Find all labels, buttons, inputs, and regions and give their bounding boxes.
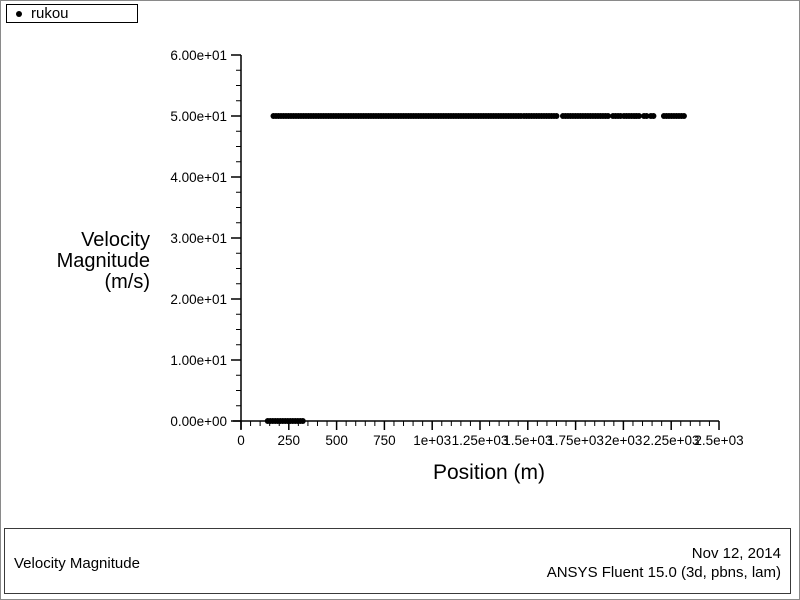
- svg-text:1.25e+03: 1.25e+03: [452, 433, 509, 448]
- svg-text:0.00e+00: 0.00e+00: [170, 414, 227, 429]
- svg-text:0: 0: [237, 433, 245, 448]
- svg-text:3.00e+01: 3.00e+01: [170, 231, 227, 246]
- y-axis-title-line: (m/s): [104, 271, 150, 293]
- svg-text:2.25e+03: 2.25e+03: [643, 433, 700, 448]
- svg-text:250: 250: [278, 433, 301, 448]
- svg-text:750: 750: [373, 433, 396, 448]
- svg-text:6.00e+01: 6.00e+01: [170, 48, 227, 63]
- y-axis-title: Velocity Magnitude (m/s): [1, 230, 150, 293]
- legend-series-label: rukou: [31, 5, 69, 22]
- footer-plot-title: Velocity Magnitude: [14, 555, 140, 572]
- footer-meta: Nov 12, 2014 ANSYS Fluent 15.0 (3d, pbns…: [547, 544, 781, 582]
- svg-text:5.00e+01: 5.00e+01: [170, 109, 227, 124]
- svg-text:2e+03: 2e+03: [604, 433, 642, 448]
- footer-app-version: ANSYS Fluent 15.0 (3d, pbns, lam): [546, 564, 781, 581]
- svg-text:1.75e+03: 1.75e+03: [547, 433, 604, 448]
- x-axis-title: Position (m): [432, 461, 546, 484]
- svg-text:4.00e+01: 4.00e+01: [170, 170, 227, 185]
- svg-text:1e+03: 1e+03: [413, 433, 451, 448]
- legend: rukou: [6, 4, 138, 23]
- series-marker-dot-icon: [16, 10, 22, 17]
- svg-text:2.5e+03: 2.5e+03: [694, 433, 743, 448]
- svg-text:2.00e+01: 2.00e+01: [170, 292, 227, 307]
- y-axis-title-line: Magnitude: [56, 250, 150, 272]
- svg-text:1.00e+01: 1.00e+01: [170, 353, 227, 368]
- footer-date: Nov 12, 2014: [691, 545, 781, 562]
- y-axis-title-line: Velocity: [81, 229, 150, 251]
- footer-info-box: Velocity Magnitude Nov 12, 2014 ANSYS Fl…: [4, 528, 791, 594]
- svg-text:500: 500: [325, 433, 348, 448]
- svg-text:1.5e+03: 1.5e+03: [503, 433, 552, 448]
- xy-plot-canvas[interactable]: 0.00e+00 1.00e+01 2.00e+01 3.00e+01 4.00e+01…: [1, 1, 800, 521]
